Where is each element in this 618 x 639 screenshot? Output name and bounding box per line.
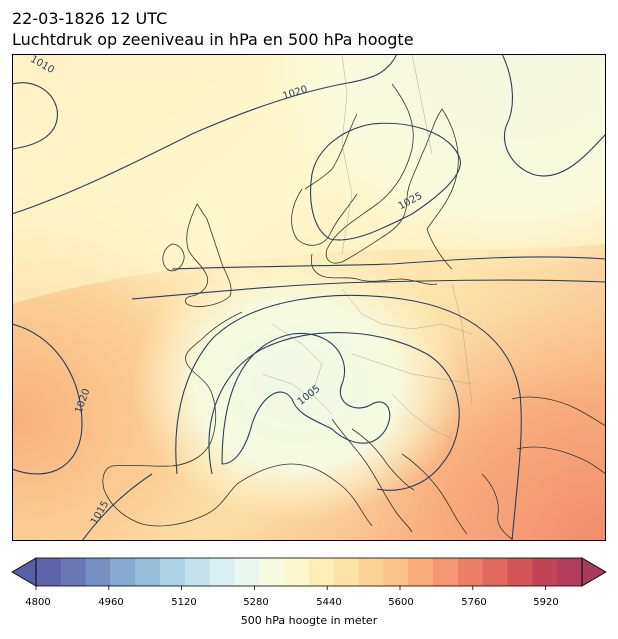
- isobar-band-1: [171, 256, 606, 270]
- colorbar-tick-label: 5600: [388, 597, 414, 608]
- colorbar: [11, 557, 607, 590]
- isobar-ring-inner: [208, 332, 460, 491]
- colorbar-title: 500 hPa hoogte in meter: [240, 614, 378, 627]
- colorbar-cell: [284, 558, 310, 586]
- colorbar-tick-label: 4800: [25, 597, 51, 608]
- colorbar-extend-max: [581, 557, 607, 587]
- map-frame: [12, 54, 606, 541]
- colorbar-cell: [60, 558, 87, 586]
- colorbar-tick-label: 5440: [316, 597, 342, 608]
- colorbar-cell: [383, 558, 409, 586]
- colorbar-cell: [110, 558, 136, 586]
- colorbar-cell: [160, 558, 186, 586]
- colorbar-cell: [259, 558, 285, 586]
- colorbar-extend-min: [11, 557, 37, 587]
- colorbar-cell: [433, 558, 459, 586]
- colorbar-cell: [333, 558, 360, 586]
- pressure-map: 1010 1020 1025 1005 1020 1015: [12, 54, 606, 541]
- colorbar-cell: [135, 558, 161, 586]
- colorbar-cell: [85, 558, 112, 586]
- isobar-1010-nw: [12, 82, 58, 150]
- isobars: [12, 54, 606, 541]
- isobar-1020-east: [501, 54, 606, 177]
- colorbar-cell: [358, 558, 385, 586]
- colorbar-cell: [507, 558, 533, 586]
- coastlines: [102, 83, 606, 540]
- isobar-ring-outer: [175, 294, 522, 541]
- borders: [261, 54, 473, 440]
- map-datetime: 22-03-1826 12 UTC: [12, 9, 168, 28]
- isobar-band-2: [131, 279, 606, 300]
- isobar-1015-sw: [81, 473, 153, 541]
- height-field: [12, 54, 606, 541]
- map-subtitle: Luchtdruk op zeeniveau in hPa en 500 hPa…: [12, 30, 414, 49]
- colorbar-cell: [184, 558, 211, 586]
- colorbar-tick-label: 4960: [98, 597, 124, 608]
- colorbar-tick-label: 5920: [533, 597, 559, 608]
- colorbar-frame: [35, 557, 583, 587]
- isobar-1025-high: [310, 122, 461, 241]
- colorbar-ticks: [35, 586, 546, 590]
- isobar-1020-west: [12, 323, 83, 475]
- colorbar-tick-label: 5120: [171, 597, 197, 608]
- colorbar-cells: [36, 558, 583, 586]
- colorbar-cell: [408, 558, 434, 586]
- colorbar-cell: [557, 558, 583, 586]
- colorbar-cell: [36, 558, 62, 586]
- colorbar-cell: [482, 558, 509, 586]
- isobar-1020-north: [12, 54, 398, 215]
- colorbar-cell: [209, 558, 236, 586]
- isobar-1005-low: [221, 332, 391, 465]
- colorbar-cell: [309, 558, 335, 586]
- colorbar-cell: [234, 558, 260, 586]
- colorbar-cell: [532, 558, 558, 586]
- colorbar-cell: [457, 558, 484, 586]
- colorbar-tick-label: 5760: [461, 597, 487, 608]
- colorbar-tick-label: 5280: [243, 597, 269, 608]
